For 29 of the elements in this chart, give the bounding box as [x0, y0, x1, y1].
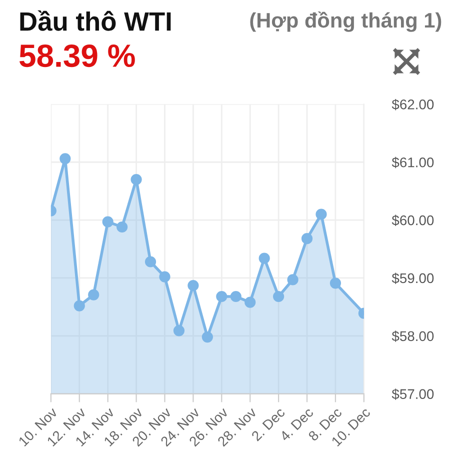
- y-tick-label: $58.00: [392, 330, 434, 342]
- point: [273, 290, 284, 302]
- chart-subtitle: 58.39 %: [20, 44, 135, 68]
- point: [102, 216, 114, 228]
- point: [287, 274, 298, 286]
- point: [244, 296, 256, 308]
- point: [316, 208, 327, 220]
- point: [173, 325, 185, 336]
- point: [330, 278, 342, 289]
- y-tick-label: $59.00: [392, 272, 434, 284]
- text: (Hợp đồng tháng 1): [250, 11, 442, 32]
- y-tick-label: $61.00: [392, 156, 434, 168]
- point: [230, 290, 242, 302]
- point: [188, 280, 199, 292]
- point: [74, 300, 85, 312]
- y-tick-label: $60.00: [392, 214, 434, 226]
- point: [88, 289, 100, 300]
- point: [258, 252, 270, 264]
- point: [130, 174, 142, 186]
- y-tick-label: $62.00: [392, 98, 434, 110]
- point: [144, 256, 156, 268]
- point: [202, 332, 213, 343]
- point: [301, 233, 313, 244]
- point: [216, 290, 228, 302]
- point: [159, 271, 170, 282]
- point: [116, 221, 128, 233]
- point: [60, 153, 71, 164]
- y-tick-label: $57.00: [392, 388, 434, 400]
- chart-title: Dầu thô WTI: [20, 10, 171, 31]
